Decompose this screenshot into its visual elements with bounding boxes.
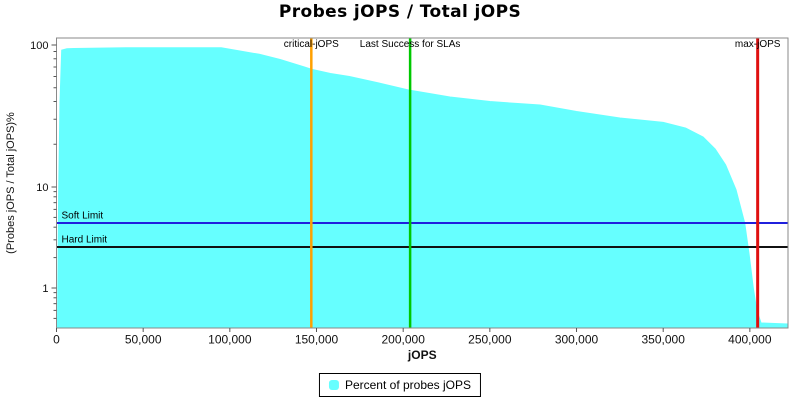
- x-tick-label: 0: [53, 333, 60, 347]
- y-axis-label: (Probes jOPS / Total jOPS)%: [5, 112, 17, 254]
- vline-label: Last Success for SLAs: [360, 39, 461, 50]
- y-tick-label: 1: [42, 283, 48, 295]
- y-tick-label: 100: [30, 40, 48, 52]
- legend-swatch-icon: [328, 380, 339, 390]
- area-series: [57, 47, 789, 329]
- x-tick-label: 250,000: [468, 333, 512, 347]
- plot-border: [56, 37, 789, 329]
- x-tick-label: 350,000: [641, 333, 685, 347]
- x-tick-label: 150,000: [295, 333, 339, 347]
- x-tick-label: 300,000: [555, 333, 599, 347]
- x-tick-label: 50,000: [125, 333, 162, 347]
- x-tick-label: 100,000: [208, 333, 252, 347]
- vline-label: critical-jOPS: [284, 39, 339, 50]
- x-tick-label: 200,000: [381, 333, 425, 347]
- legend-label: Percent of probes jOPS: [344, 378, 472, 392]
- x-axis-label: jOPS: [407, 348, 437, 362]
- legend: Percent of probes jOPS: [318, 373, 482, 397]
- chart-title: Probes jOPS / Total jOPS: [278, 2, 522, 22]
- vline-label: max-jOPS: [735, 39, 781, 50]
- y-tick-label: 10: [36, 182, 48, 194]
- x-tick-label: 400,000: [728, 333, 772, 347]
- hline-label: Hard Limit: [62, 234, 108, 245]
- hline-label: Soft Limit: [62, 211, 104, 222]
